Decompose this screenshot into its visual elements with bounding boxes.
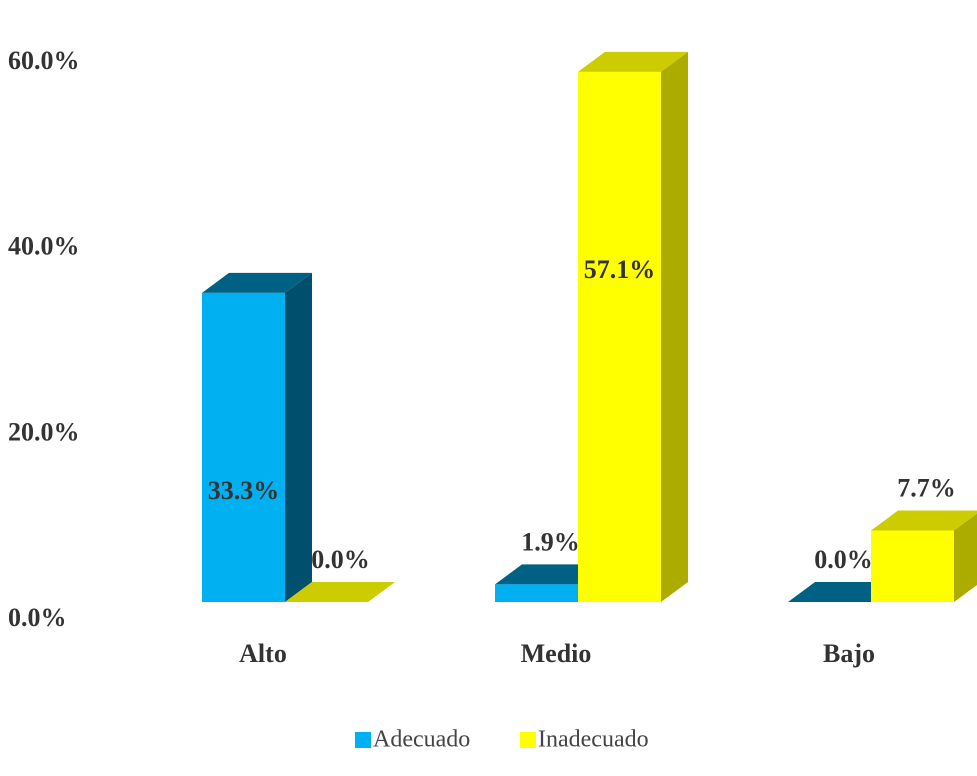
x-tick-label: Bajo	[823, 639, 875, 668]
bar-front	[578, 71, 661, 602]
bar	[285, 582, 395, 602]
bar-top	[578, 51, 688, 72]
data-label: 57.1%	[584, 255, 656, 284]
bar-top	[285, 582, 395, 602]
bar-top	[495, 564, 605, 585]
bar-side	[285, 272, 312, 602]
y-tick-label: 60.0%	[8, 46, 80, 75]
legend-swatch	[355, 732, 371, 748]
bar	[788, 582, 898, 602]
bar	[578, 51, 688, 602]
bar-top	[871, 510, 977, 531]
bar-side	[954, 513, 977, 602]
data-label: 0.0%	[814, 545, 873, 574]
y-tick-label: 0.0%	[8, 603, 67, 632]
bar-top	[788, 582, 898, 602]
legend-label: Inadecuado	[538, 727, 649, 753]
data-label: 0.0%	[311, 545, 370, 574]
y-tick-label: 40.0%	[8, 232, 80, 261]
y-tick-label: 20.0%	[8, 417, 80, 446]
data-label: 7.7%	[897, 473, 956, 502]
x-tick-label: Alto	[239, 639, 287, 668]
bar-front	[871, 530, 954, 602]
bar-top	[202, 272, 312, 293]
x-tick-label: Medio	[521, 639, 592, 668]
bar	[871, 510, 977, 602]
legend-swatch	[520, 732, 536, 748]
bar-side	[661, 51, 688, 602]
bar	[202, 272, 312, 602]
bar-front	[202, 292, 285, 602]
data-label: 1.9%	[521, 527, 580, 556]
legend-label: Adecuado	[373, 727, 470, 753]
data-label: 33.3%	[208, 476, 280, 505]
bar-front	[495, 584, 578, 602]
